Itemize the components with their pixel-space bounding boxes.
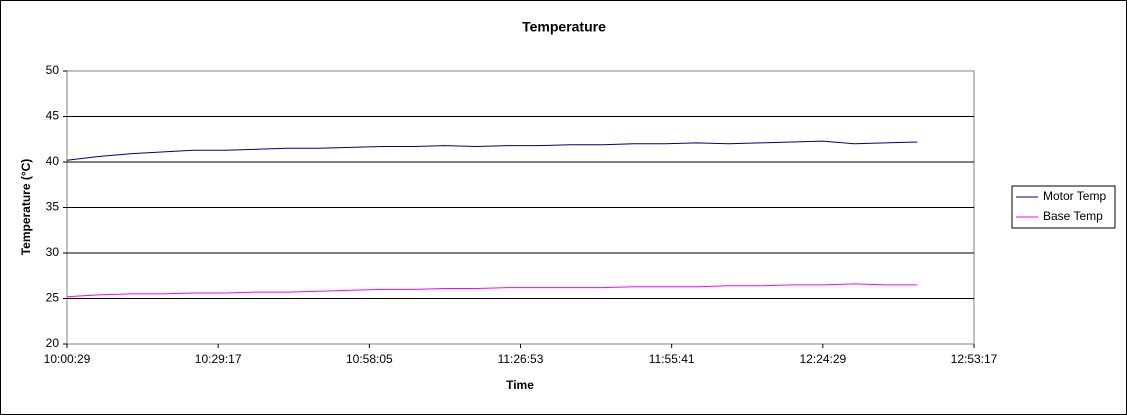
x-tick-label: 10:58:05	[346, 352, 393, 366]
series-line	[66, 283, 918, 298]
x-tick-label: 12:53:17	[951, 352, 998, 366]
y-tick-label: 50	[46, 63, 60, 77]
x-tick-label: 11:55:41	[649, 352, 695, 366]
x-tick-label: 10:29:17	[195, 352, 242, 366]
legend-label: Base Temp	[1043, 209, 1103, 223]
x-tick-label: 12:24:29	[799, 352, 846, 366]
legend-label: Motor Temp	[1043, 189, 1106, 203]
y-tick-label: 40	[46, 154, 60, 168]
y-tick-label: 35	[46, 200, 60, 214]
chart-title: Temperature	[522, 19, 606, 35]
y-tick-label: 45	[46, 109, 60, 123]
y-tick-label: 25	[46, 291, 60, 305]
y-tick-label: 30	[46, 245, 60, 259]
x-tick-label: 11:26:53	[498, 352, 544, 366]
x-tick-label: 10:00:29	[44, 352, 91, 366]
legend-box	[1011, 185, 1116, 229]
y-axis-label: Temperature (°C)	[19, 159, 33, 256]
series-line	[66, 140, 918, 161]
x-axis-label: Time	[506, 378, 534, 392]
y-tick-label: 20	[46, 336, 60, 350]
